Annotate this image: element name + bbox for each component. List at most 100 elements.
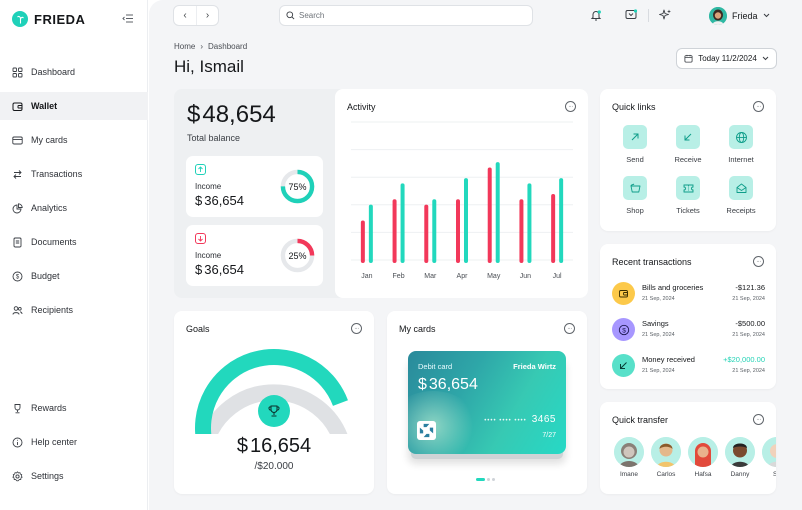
income-percent: 75% — [288, 181, 307, 192]
total-balance-label: Total balance — [187, 133, 241, 143]
contact-name: Hafsa — [694, 471, 712, 478]
currency-symbol: $ — [195, 262, 203, 277]
gauge-track — [200, 384, 348, 434]
recent-transactions-title: Recent transactions — [612, 257, 692, 267]
transaction-amount: +$20,000.00 — [723, 355, 765, 364]
transaction-row[interactable]: $ Savings 21 Sep, 2024 -$500.00 21 Sep, … — [612, 316, 765, 342]
transaction-row[interactable]: Bills and groceries 21 Sep, 2024 -$121.3… — [612, 280, 765, 306]
quick-link-tickets[interactable]: Tickets — [670, 176, 706, 215]
sparkle-icon[interactable] — [658, 8, 672, 22]
more-options-icon[interactable]: ··· — [564, 323, 575, 334]
breadcrumb: Home › Dashboard — [174, 42, 247, 51]
sidebar-item-transactions[interactable]: Transactions — [0, 160, 148, 188]
pager-dot[interactable] — [476, 478, 485, 481]
more-options-icon[interactable]: ··· — [753, 414, 764, 425]
bar[interactable] — [432, 199, 437, 263]
bar[interactable] — [519, 199, 524, 263]
pager-dot[interactable] — [492, 478, 495, 481]
sidebar-item-label: Analytics — [31, 203, 68, 213]
bar[interactable] — [456, 199, 460, 263]
bar[interactable] — [464, 178, 468, 263]
user-menu[interactable]: Frieda — [709, 5, 770, 26]
arrow-down-left-icon — [612, 354, 635, 377]
sidebar-item-budget[interactable]: $ Budget — [0, 262, 148, 290]
forward-button[interactable]: › — [196, 6, 218, 25]
sidebar-item-label: My cards — [31, 135, 68, 145]
sidebar-item-documents[interactable]: Documents — [0, 228, 148, 256]
sidebar-item-analytics[interactable]: Analytics — [0, 194, 148, 222]
sidebar-item-dashboard[interactable]: Dashboard — [0, 58, 148, 86]
pager-dot[interactable] — [487, 478, 490, 481]
income-progress-ring — [280, 238, 315, 273]
more-options-icon[interactable]: ··· — [753, 256, 764, 267]
bar[interactable] — [392, 199, 397, 263]
sidebar-item-wallet[interactable]: Wallet — [0, 92, 148, 120]
balance-panel: $48,654 Total balance Income $36,654 75%… — [174, 89, 588, 298]
ring-progress — [280, 238, 315, 273]
income-label: Income — [195, 251, 222, 260]
income-card-up[interactable]: Income $36,654 75% — [186, 156, 323, 217]
bar[interactable] — [559, 178, 564, 263]
back-button[interactable]: ‹ — [174, 6, 196, 25]
logo-mark-icon — [12, 11, 28, 27]
bar[interactable] — [360, 220, 365, 263]
notification-bell-icon[interactable] — [589, 8, 603, 22]
transfer-contact-danny[interactable]: Danny — [724, 437, 756, 478]
more-options-icon[interactable]: ··· — [753, 101, 764, 112]
sidebar: FRIEDA Dashboard Wallet My cards Transac… — [0, 0, 148, 510]
recent-transactions-card: Recent transactions ··· Bills and grocer… — [600, 244, 776, 389]
contact-name: Danny — [730, 471, 750, 478]
quick-link-internet[interactable]: Internet — [723, 125, 759, 164]
quick-link-receive[interactable]: Receive — [670, 125, 706, 164]
bar[interactable] — [527, 183, 532, 263]
transfer-contact-hafsa[interactable]: Hafsa — [687, 437, 719, 478]
transaction-row[interactable]: Money received 21 Sep, 2024 +$20,000.00 … — [612, 352, 765, 378]
sidebar-item-label: Help center — [31, 437, 78, 447]
quick-link-label: Receive — [674, 155, 702, 164]
card-holder: Frieda Wirtz — [513, 362, 556, 371]
more-options-icon[interactable]: ··· — [351, 323, 362, 334]
avatar — [614, 437, 644, 467]
dollar-icon: $ — [612, 318, 635, 341]
message-icon[interactable] — [624, 8, 638, 22]
transaction-amount: -$121.36 — [735, 283, 765, 292]
card-number: •••• •••• •••• 3465 — [484, 414, 556, 425]
currency-symbol: $ — [195, 193, 203, 208]
bar[interactable] — [400, 183, 405, 263]
bar[interactable] — [368, 204, 373, 263]
sidebar-item-help-center[interactable]: Help center — [0, 428, 148, 456]
more-options-icon[interactable]: ··· — [565, 101, 576, 112]
bar[interactable] — [495, 162, 500, 263]
transfer-contact-carlos[interactable]: Carlos — [650, 437, 682, 478]
bar[interactable] — [487, 167, 492, 263]
quick-link-send[interactable]: Send — [617, 125, 653, 164]
transfer-contact-sa[interactable]: Sa — [761, 437, 776, 478]
search-bar[interactable] — [279, 5, 533, 26]
sidebar-item-label: Documents — [31, 237, 77, 247]
sidebar-nav: Dashboard Wallet My cards Transactions A… — [0, 58, 148, 330]
breadcrumb-home[interactable]: Home — [174, 42, 196, 51]
wallet-icon — [12, 102, 23, 111]
date-picker-button[interactable]: Today 11/2/2024 — [676, 48, 777, 69]
quick-link-shop[interactable]: Shop — [617, 176, 653, 215]
sidebar-item-rewards[interactable]: Rewards — [0, 394, 148, 422]
goal-value: 16,654 — [249, 435, 312, 457]
calendar-icon — [684, 54, 693, 63]
income-card-down[interactable]: Income $36,654 25% — [186, 225, 323, 286]
arrow-up-badge-icon — [195, 164, 206, 175]
brand-logo[interactable]: FRIEDA — [12, 11, 85, 27]
sidebar-item-settings[interactable]: Settings — [0, 462, 148, 490]
income-amount: $36,654 — [195, 193, 244, 208]
sidebar-item-recipients[interactable]: Recipients — [0, 296, 148, 324]
card-number-mask: •••• •••• •••• — [484, 418, 527, 424]
bar[interactable] — [424, 204, 429, 263]
sidebar-item-my-cards[interactable]: My cards — [0, 126, 148, 154]
collapse-sidebar-icon[interactable] — [122, 13, 134, 24]
search-input[interactable] — [299, 11, 519, 20]
quick-link-receipts[interactable]: Receipts — [723, 176, 759, 215]
debit-card[interactable]: Debit card Frieda Wirtz $36,654 •••• •••… — [408, 351, 566, 454]
avatar — [688, 437, 718, 467]
transfer-contact-imane[interactable]: Imane — [613, 437, 645, 478]
bar[interactable] — [551, 194, 556, 263]
chevron-left-icon: ‹ — [183, 10, 187, 21]
